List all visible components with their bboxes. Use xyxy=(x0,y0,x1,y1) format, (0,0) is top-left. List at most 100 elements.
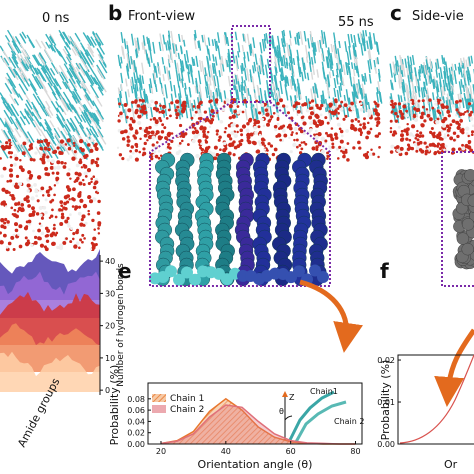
chain xyxy=(215,88,219,97)
water xyxy=(312,119,316,123)
chain xyxy=(197,40,200,49)
water xyxy=(452,131,457,135)
water xyxy=(79,222,84,227)
water xyxy=(94,243,98,247)
water xyxy=(135,145,139,148)
chain xyxy=(397,95,402,110)
chain xyxy=(347,62,350,74)
chain xyxy=(369,39,373,50)
water xyxy=(94,142,98,146)
water xyxy=(17,201,21,204)
chain xyxy=(351,91,355,103)
chain xyxy=(260,55,264,67)
chain xyxy=(50,44,57,53)
water xyxy=(405,137,409,141)
water xyxy=(56,165,61,170)
water xyxy=(10,206,14,210)
chain xyxy=(181,34,184,42)
chain xyxy=(11,35,17,43)
water xyxy=(436,98,440,103)
water xyxy=(170,101,174,105)
water xyxy=(236,130,239,134)
chain xyxy=(123,109,128,124)
water xyxy=(367,114,371,118)
chain xyxy=(413,95,417,110)
chain xyxy=(188,86,192,98)
water xyxy=(0,144,5,149)
chain xyxy=(258,65,262,75)
water xyxy=(392,130,397,134)
water xyxy=(238,142,243,147)
water xyxy=(451,119,456,124)
chain xyxy=(338,85,342,98)
chain xyxy=(358,37,361,45)
chain xyxy=(194,29,197,39)
water xyxy=(134,157,139,162)
chain xyxy=(9,66,19,81)
water xyxy=(65,194,70,198)
water xyxy=(451,104,456,108)
chain xyxy=(451,85,455,92)
water xyxy=(263,148,267,151)
water xyxy=(210,117,215,122)
water xyxy=(378,146,381,149)
water xyxy=(420,149,425,154)
chain xyxy=(180,46,183,54)
water xyxy=(77,211,82,216)
chain xyxy=(436,96,440,108)
water xyxy=(131,119,136,124)
chain xyxy=(23,59,33,72)
chain xyxy=(266,58,270,69)
chain xyxy=(216,107,220,121)
chain xyxy=(299,67,302,74)
water xyxy=(260,137,265,142)
chain xyxy=(55,113,65,127)
chain xyxy=(184,82,187,90)
chain xyxy=(78,62,86,73)
chain xyxy=(195,55,199,67)
chain xyxy=(69,117,78,130)
water xyxy=(433,151,437,156)
water xyxy=(415,108,419,113)
chain xyxy=(187,64,191,75)
chain xyxy=(166,66,170,81)
water xyxy=(39,189,42,193)
water xyxy=(211,114,215,118)
x-axis-label: Orientation angle (θ) xyxy=(198,458,313,471)
chain xyxy=(96,67,105,80)
water xyxy=(455,113,458,117)
chain xyxy=(47,82,56,96)
water xyxy=(11,196,16,201)
water xyxy=(404,113,409,118)
chain xyxy=(16,53,23,63)
water xyxy=(444,144,448,148)
chain xyxy=(214,101,217,110)
chain xyxy=(65,102,73,113)
water xyxy=(155,107,160,112)
chain xyxy=(285,61,289,69)
water xyxy=(79,238,83,242)
inset-label: Chain 2 xyxy=(334,417,364,426)
chain xyxy=(391,82,394,91)
chain xyxy=(392,61,396,75)
chain xyxy=(13,98,20,106)
water xyxy=(399,137,404,142)
water xyxy=(376,118,380,121)
chain xyxy=(457,66,461,75)
chain xyxy=(301,71,304,82)
water xyxy=(421,99,425,103)
chain xyxy=(297,83,301,95)
water xyxy=(290,133,294,137)
chain xyxy=(80,114,87,123)
water xyxy=(64,206,68,211)
water xyxy=(60,160,64,165)
chain xyxy=(358,82,362,94)
water xyxy=(246,121,250,126)
chain xyxy=(173,43,178,58)
water xyxy=(397,125,401,129)
chain xyxy=(361,83,365,97)
chain xyxy=(337,48,341,60)
chain xyxy=(406,91,410,104)
water xyxy=(5,245,9,249)
